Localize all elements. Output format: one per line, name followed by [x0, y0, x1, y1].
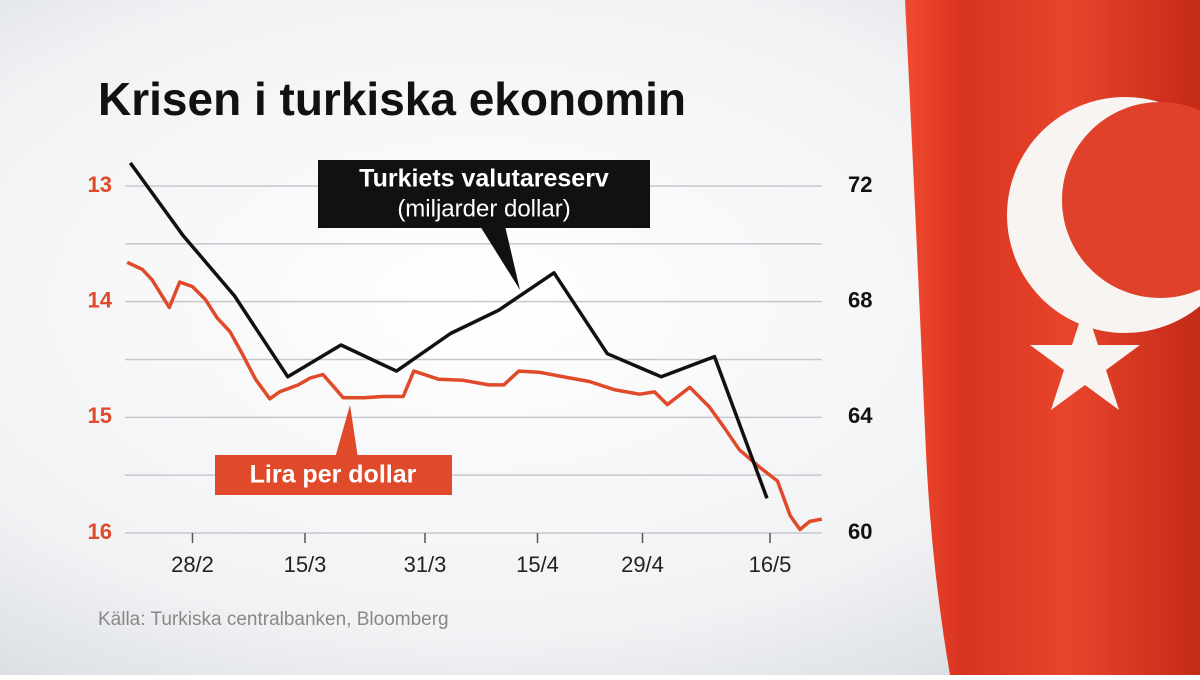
y2-tick-label: 68 [848, 287, 872, 312]
legend-unit: (miljarder dollar) [397, 195, 570, 222]
data-line [128, 161, 769, 499]
label-pointer [480, 226, 520, 290]
x-tick-label: 29/4 [621, 552, 664, 577]
x-tick-label: 28/2 [171, 552, 214, 577]
y-tick-label: 15 [88, 403, 112, 428]
chart-title: Krisen i turkiska ekonomin [98, 73, 686, 125]
x-tick-label: 15/4 [516, 552, 559, 577]
x-tick-label: 16/5 [749, 552, 792, 577]
x-tick-label: 15/3 [284, 552, 327, 577]
y-tick-label: 14 [88, 287, 113, 312]
y-tick-label: 16 [88, 519, 112, 544]
label-pointer [335, 405, 358, 458]
x-tick-label: 31/3 [404, 552, 447, 577]
flag [905, 0, 1200, 675]
y2-tick-label: 72 [848, 172, 872, 197]
source: Källa: Turkiska centralbanken, Bloomberg [98, 609, 449, 630]
y-tick-label: 13 [88, 172, 112, 197]
plot: 13 14 15 16 60 64 68 72 28/2 15/3 31/3 15/4 29/4 16/5… [88, 160, 873, 577]
y2-tick-label: 60 [848, 519, 872, 544]
legend-label: Turkiets valutareserv [359, 165, 609, 193]
data-line [126, 260, 823, 532]
legend-box [215, 455, 452, 495]
legend-box [318, 160, 650, 228]
y2-tick-label: 64 [848, 403, 873, 428]
legend-label: Lira per dollar [250, 461, 417, 489]
